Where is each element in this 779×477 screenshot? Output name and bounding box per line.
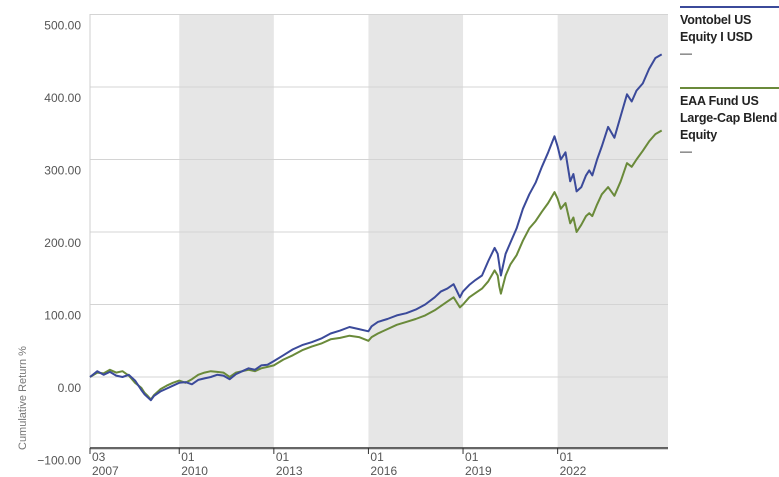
x-tick-year: 2010: [181, 464, 208, 477]
legend-item-vontobel: Vontobel US Equity I USD —: [680, 6, 779, 60]
shaded-periods: [179, 14, 668, 448]
y-tick-label: 200.00: [44, 236, 81, 250]
y-tick-label: 100.00: [44, 309, 81, 323]
series-lines: [89, 53, 663, 402]
legend-label: Vontobel US Equity I USD: [680, 13, 753, 44]
x-tick-year: 2016: [370, 464, 397, 477]
legend-swatch: [680, 6, 779, 8]
x-tick-year: 2013: [276, 464, 303, 477]
legend-value: —: [680, 144, 692, 158]
x-tick-year: 2022: [560, 464, 587, 477]
series-line: [89, 53, 663, 402]
shaded-period: [557, 14, 668, 448]
series-line: [89, 129, 663, 401]
legend-value: —: [680, 46, 692, 60]
y-tick-label: −100.00: [37, 454, 81, 468]
legend-swatch: [680, 87, 779, 89]
shaded-period: [368, 14, 464, 448]
y-axis-label: Cumulative Return %: [17, 346, 29, 450]
x-tick-month: 01: [276, 450, 290, 464]
gridlines: [89, 14, 668, 450]
x-tick-month: 03: [92, 450, 106, 464]
y-tick-label: 0.00: [58, 381, 82, 395]
x-tick-month: 01: [465, 450, 479, 464]
y-tick-label: 300.00: [44, 164, 81, 178]
legend-item-eaa-fund: EAA Fund US Large-Cap Blend Equity —: [680, 87, 779, 158]
x-tick-month: 01: [370, 450, 384, 464]
x-tick-year: 2007: [92, 464, 119, 477]
x-tick-month: 01: [181, 450, 195, 464]
x-tick-month: 01: [560, 450, 574, 464]
y-tick-label: 500.00: [44, 19, 81, 33]
legend-label: EAA Fund US Large-Cap Blend Equity: [680, 94, 778, 142]
y-tick-label: 400.00: [44, 91, 81, 105]
x-tick-year: 2019: [465, 464, 492, 477]
y-axis-ticks: 500.00 400.00 300.00 200.00 100.00 0.00 −100.0…: [37, 19, 81, 468]
